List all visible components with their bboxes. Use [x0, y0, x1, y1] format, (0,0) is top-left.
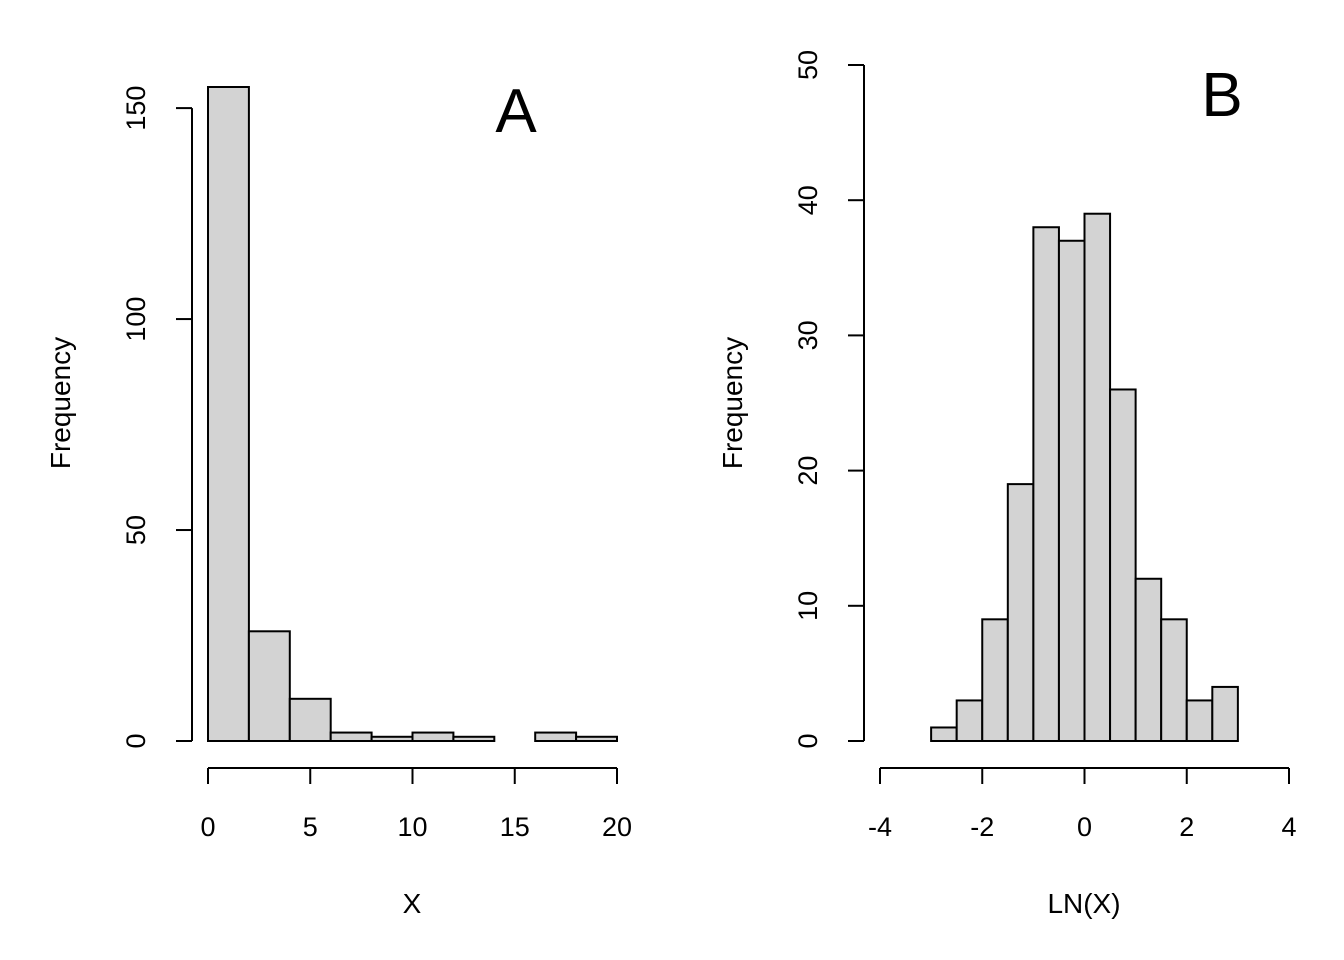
x-tick-label: 4 [1281, 812, 1296, 842]
histogram-bar [930, 726, 958, 742]
y-tick-label: 0 [121, 733, 151, 748]
y-tick-label: 40 [793, 185, 823, 215]
histogram-bar [1160, 618, 1188, 743]
panel-b-histogram: 0 10 20 30 40 50 -4 -2 0 2 4 LN(X) Frequency B [717, 50, 1297, 919]
y-axis: 0 10 20 30 40 50 [793, 50, 865, 749]
histogram-bar [207, 86, 250, 742]
x-axis: 0 5 10 15 20 [200, 767, 632, 842]
histogram-bar [370, 735, 414, 742]
x-tick-label: 0 [1077, 812, 1092, 842]
histogram-bar [1006, 483, 1035, 742]
y-axis: 0 50 100 150 [121, 86, 193, 749]
histogram-bar [1134, 577, 1163, 743]
histogram-bar [452, 735, 496, 742]
x-tick-label: -2 [970, 812, 994, 842]
x-tick-label: -4 [868, 812, 892, 842]
histogram-bar [981, 618, 1009, 743]
panel-label: A [495, 77, 537, 146]
x-tick-label: 5 [303, 812, 318, 842]
x-tick-label: 0 [200, 812, 215, 842]
x-tick-label: 2 [1179, 812, 1194, 842]
x-axis-title: LN(X) [1047, 888, 1120, 919]
y-tick-label: 30 [793, 320, 823, 350]
histogram-bar [955, 699, 984, 743]
x-tick-label: 10 [397, 812, 427, 842]
x-tick-label: 15 [500, 812, 530, 842]
y-tick-label: 150 [121, 86, 151, 131]
panel-label: B [1201, 61, 1242, 130]
histogram-bar [411, 731, 455, 742]
y-axis-title: Frequency [45, 337, 76, 469]
x-axis: -4 -2 0 2 4 [868, 767, 1297, 842]
y-tick-label: 50 [121, 515, 151, 545]
histogram-bar [534, 731, 578, 742]
x-tick-label: 20 [602, 812, 632, 842]
histogram-bar [247, 630, 291, 742]
y-tick-label: 0 [793, 733, 823, 748]
histogram-bar [1057, 239, 1086, 742]
y-tick-label: 10 [793, 591, 823, 621]
histogram-bar [1185, 699, 1214, 743]
bars [930, 212, 1239, 743]
histogram-bar [1083, 212, 1112, 743]
histogram-bar [1032, 226, 1060, 743]
x-axis-title: X [403, 888, 422, 919]
y-axis-title: Frequency [717, 337, 748, 469]
histogram-bar [1109, 388, 1137, 742]
y-tick-label: 50 [793, 50, 823, 80]
panel-a-histogram: 0 50 100 150 0 5 10 15 20 X Frequency A [45, 77, 632, 919]
bars [207, 86, 618, 743]
histogram-bar [575, 735, 618, 742]
histogram-bar [1211, 685, 1239, 742]
y-tick-label: 20 [793, 456, 823, 486]
y-tick-label: 100 [121, 297, 151, 342]
histogram-bar [288, 697, 332, 743]
histogram-bar [329, 731, 373, 742]
